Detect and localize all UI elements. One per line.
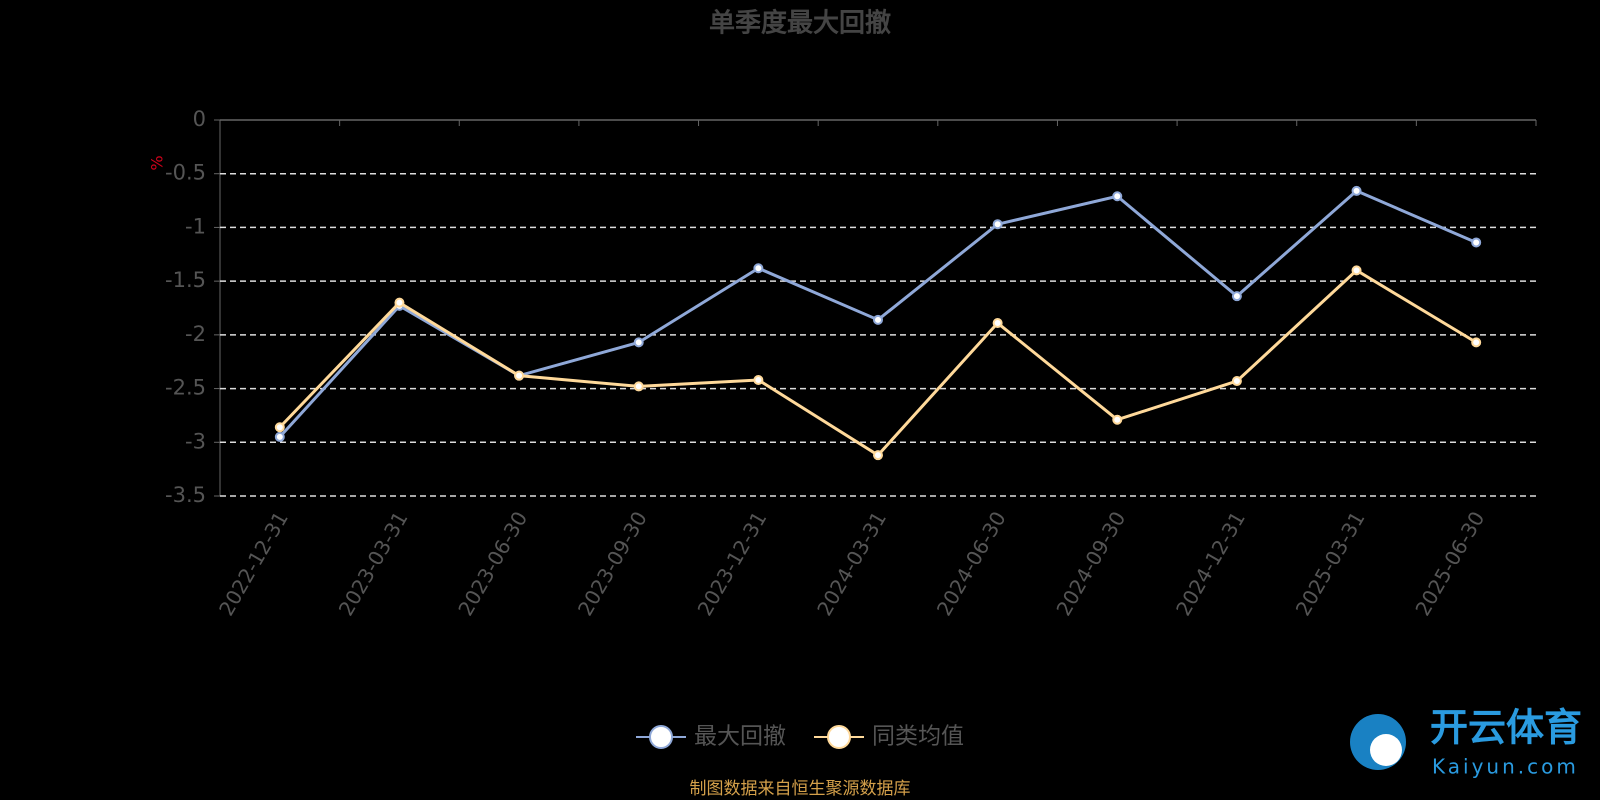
data-point bbox=[992, 219, 1003, 230]
y-tick-label: -2 bbox=[185, 322, 206, 346]
data-point bbox=[514, 370, 525, 381]
data-point bbox=[394, 297, 405, 308]
x-tick-label: 2024-06-30 bbox=[932, 507, 1011, 620]
source-note: 制图数据来自恒生聚源数据库 bbox=[690, 779, 911, 799]
x-tick-label: 2023-06-30 bbox=[453, 507, 532, 620]
data-point bbox=[274, 431, 285, 442]
chart-title: 单季度最大回撤 bbox=[709, 8, 891, 39]
data-point bbox=[1231, 376, 1242, 387]
x-tick-label: 2024-12-31 bbox=[1171, 507, 1250, 620]
y-tick-label: -2.5 bbox=[165, 376, 206, 400]
y-tick-label: -3 bbox=[185, 429, 206, 453]
watermark: 开云体育 Kaiyun.com bbox=[1350, 706, 1582, 779]
y-tick-label: -1 bbox=[185, 214, 206, 238]
data-point bbox=[873, 314, 883, 325]
legend-item: 最大回撤 bbox=[636, 724, 786, 750]
data-point bbox=[753, 374, 764, 385]
series-line bbox=[278, 268, 1477, 458]
data-point bbox=[1112, 191, 1123, 202]
data-point bbox=[633, 381, 644, 392]
y-tick-label: -1.5 bbox=[165, 268, 206, 292]
legend-item: 同类均值 bbox=[814, 724, 964, 750]
watermark-brand: 开云体育 bbox=[1430, 706, 1582, 750]
data-point bbox=[873, 450, 883, 461]
data-point bbox=[1351, 185, 1362, 196]
x-tick-label: 2022-12-31 bbox=[214, 507, 293, 620]
series-line bbox=[278, 189, 1477, 438]
x-tick-label: 2025-03-31 bbox=[1291, 507, 1370, 620]
data-point bbox=[1471, 237, 1482, 248]
y-tick-label: -0.5 bbox=[165, 161, 206, 185]
data-point bbox=[1231, 291, 1242, 302]
data-point bbox=[753, 263, 764, 274]
legend-marker bbox=[649, 725, 673, 749]
legend-label: 同类均值 bbox=[872, 724, 964, 750]
y-tick-label: -3.5 bbox=[165, 483, 206, 507]
x-tick-label: 2023-09-30 bbox=[573, 507, 652, 620]
data-point bbox=[992, 318, 1003, 329]
data-point bbox=[274, 422, 285, 433]
data-point bbox=[1112, 414, 1123, 425]
x-tick-label: 2025-06-30 bbox=[1410, 507, 1489, 620]
watermark-site: Kaiyun.com bbox=[1432, 755, 1579, 779]
data-point bbox=[1471, 337, 1482, 348]
x-tick-label: 2023-03-31 bbox=[334, 507, 413, 620]
legend-marker bbox=[827, 725, 851, 749]
x-tick-label: 2023-12-31 bbox=[693, 507, 772, 620]
y-unit: % bbox=[148, 155, 167, 170]
data-point bbox=[1351, 265, 1362, 276]
x-tick-label: 2024-09-30 bbox=[1051, 507, 1130, 620]
x-tick-label: 2024-03-31 bbox=[812, 507, 891, 620]
y-tick-label: 0 bbox=[193, 107, 206, 131]
legend-label: 最大回撤 bbox=[694, 724, 786, 750]
axis-ticks bbox=[219, 120, 1537, 126]
watermark-ball bbox=[1370, 734, 1402, 766]
data-point bbox=[633, 337, 644, 348]
